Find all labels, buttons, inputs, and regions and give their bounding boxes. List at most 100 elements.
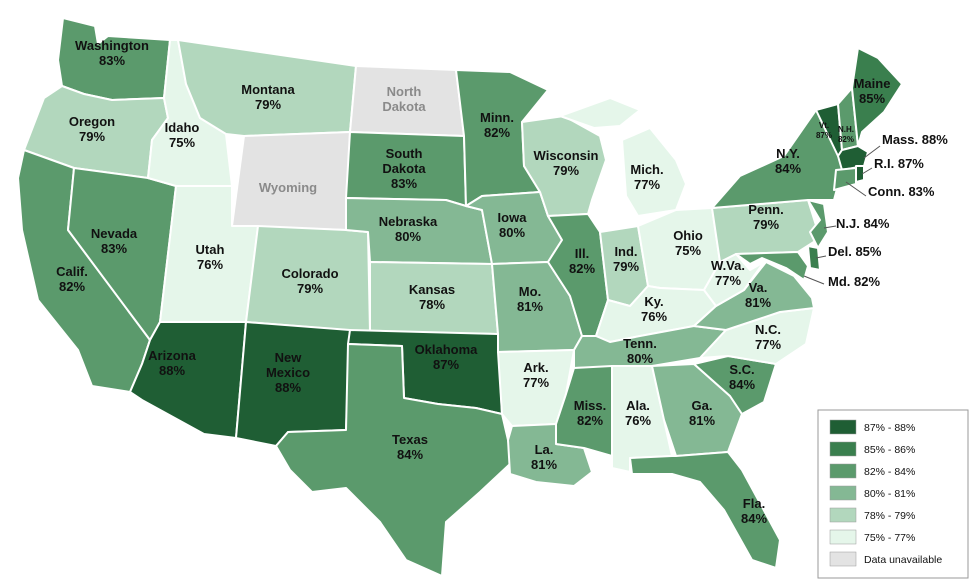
legend-swatch	[829, 419, 857, 435]
label-ok-value: 87%	[433, 357, 459, 372]
label-ms: Miss. 82%	[574, 398, 607, 428]
label-il: Ill. 82%	[569, 246, 595, 276]
label-oh-value: 75%	[675, 243, 701, 258]
label-mi: Mich. 77%	[630, 162, 663, 192]
label-co: Colorado 79%	[281, 266, 338, 296]
label-wi: Wisconsin 79%	[534, 148, 599, 178]
label-co-value: 79%	[297, 281, 323, 296]
label-nj-name: N.J.	[836, 216, 860, 231]
label-ia-name: Iowa	[498, 210, 528, 225]
state-texas[interactable]	[275, 343, 513, 577]
label-vt-value: 87%	[816, 131, 832, 140]
label-wa-value: 83%	[99, 53, 125, 68]
label-wi-value: 79%	[553, 163, 579, 178]
label-fl: Fla. 84%	[741, 496, 767, 526]
label-nh-value: 82%	[838, 135, 854, 144]
legend-swatch	[829, 441, 857, 457]
state-michigan[interactable]	[621, 127, 687, 217]
label-me: Maine 85%	[854, 76, 891, 106]
label-oh-name: Ohio	[673, 228, 703, 243]
label-mo-value: 81%	[517, 299, 543, 314]
label-ia: Iowa 80%	[498, 210, 528, 240]
label-id: Idaho 75%	[165, 120, 200, 150]
label-wa: Washington 83%	[75, 38, 149, 68]
label-nh-name: N.H.	[838, 125, 854, 134]
label-sc-name: S.C.	[729, 362, 754, 377]
label-tx-name: Texas	[392, 432, 428, 447]
label-az-value: 88%	[159, 363, 185, 378]
label-ne-value: 80%	[395, 229, 421, 244]
label-ny: N.Y. 84%	[775, 146, 801, 176]
label-ms-name: Miss.	[574, 398, 607, 413]
label-ky-name: Ky.	[644, 294, 663, 309]
state-florida[interactable]	[629, 451, 781, 569]
label-pa: Penn. 79%	[748, 202, 783, 232]
label-sd: South Dakota 83%	[382, 146, 426, 191]
label-mo: Mo. 81%	[517, 284, 543, 314]
label-pa-name: Penn.	[748, 202, 783, 217]
label-sd-name: South	[386, 146, 423, 161]
state-maryland[interactable]	[735, 251, 809, 281]
label-ut: Utah 76%	[196, 242, 225, 272]
label-va: Va. 81%	[745, 280, 771, 310]
label-al: Ala. 76%	[625, 398, 651, 428]
label-me-value: 85%	[859, 91, 885, 106]
legend-swatch	[829, 551, 857, 567]
label-ks-value: 78%	[419, 297, 445, 312]
label-sc: S.C. 84%	[729, 362, 755, 392]
label-nm-value: 88%	[275, 380, 301, 395]
state-labels: Washington 83%Oregon 79%Calif. 82%Nevada 83%…	[56, 38, 948, 526]
label-az-name: Arizona	[148, 348, 196, 363]
label-in-name: Ind.	[614, 244, 637, 259]
label-nd: North Dakota	[382, 84, 426, 114]
label-ny-name: N.Y.	[776, 146, 800, 161]
legend-label: 75% - 77%	[864, 532, 915, 544]
label-tn-value: 80%	[627, 351, 653, 366]
label-or-value: 79%	[79, 129, 105, 144]
label-nc-name: N.C.	[755, 322, 781, 337]
label-nj: N.J. 84%	[836, 216, 890, 231]
label-sd-name: Dakota	[382, 161, 426, 176]
state-maine[interactable]	[851, 47, 903, 147]
label-sc-value: 84%	[729, 377, 755, 392]
state-delaware[interactable]	[807, 245, 821, 271]
label-ms-value: 82%	[577, 413, 603, 428]
label-nh: N.H. 82%	[838, 125, 854, 144]
label-nd-name: Dakota	[382, 99, 426, 114]
label-wy: Wyoming	[259, 180, 317, 195]
state-michigan-upper[interactable]	[559, 97, 641, 129]
label-nd-name: North	[387, 84, 422, 99]
label-va-value: 81%	[745, 295, 771, 310]
label-ct: Conn. 83%	[868, 184, 935, 199]
legend-label: 87% - 88%	[864, 422, 915, 434]
label-mn-name: Minn.	[480, 110, 514, 125]
label-mt-name: Montana	[241, 82, 295, 97]
label-ma: Mass. 88%	[882, 132, 948, 147]
label-in-value: 79%	[613, 259, 639, 274]
label-or: Oregon 79%	[69, 114, 115, 144]
label-nv-name: Nevada	[91, 226, 138, 241]
label-ca-name: Calif.	[56, 264, 88, 279]
label-ut-value: 76%	[197, 257, 223, 272]
label-ks-name: Kansas	[409, 282, 455, 297]
label-ma-value: 88%	[918, 132, 948, 147]
label-ky-value: 76%	[641, 309, 667, 324]
label-nc-value: 77%	[755, 337, 781, 352]
label-sd-value: 83%	[391, 176, 417, 191]
label-ut-name: Utah	[196, 242, 225, 257]
state-wisconsin[interactable]	[521, 115, 607, 217]
label-md-name: Md.	[828, 274, 850, 289]
state-connecticut[interactable]	[833, 167, 857, 191]
label-md-value: 82%	[850, 274, 880, 289]
label-in: Ind. 79%	[613, 244, 639, 274]
label-tx: Texas 84%	[392, 432, 428, 462]
label-mn: Minn. 82%	[480, 110, 514, 140]
label-de-name: Del.	[828, 244, 852, 259]
label-mi-name: Mich.	[630, 162, 663, 177]
label-al-value: 76%	[625, 413, 651, 428]
legend-label: 85% - 86%	[864, 444, 915, 456]
label-az: Arizona 88%	[148, 348, 196, 378]
label-wa-name: Washington	[75, 38, 149, 53]
label-tx-value: 84%	[397, 447, 423, 462]
